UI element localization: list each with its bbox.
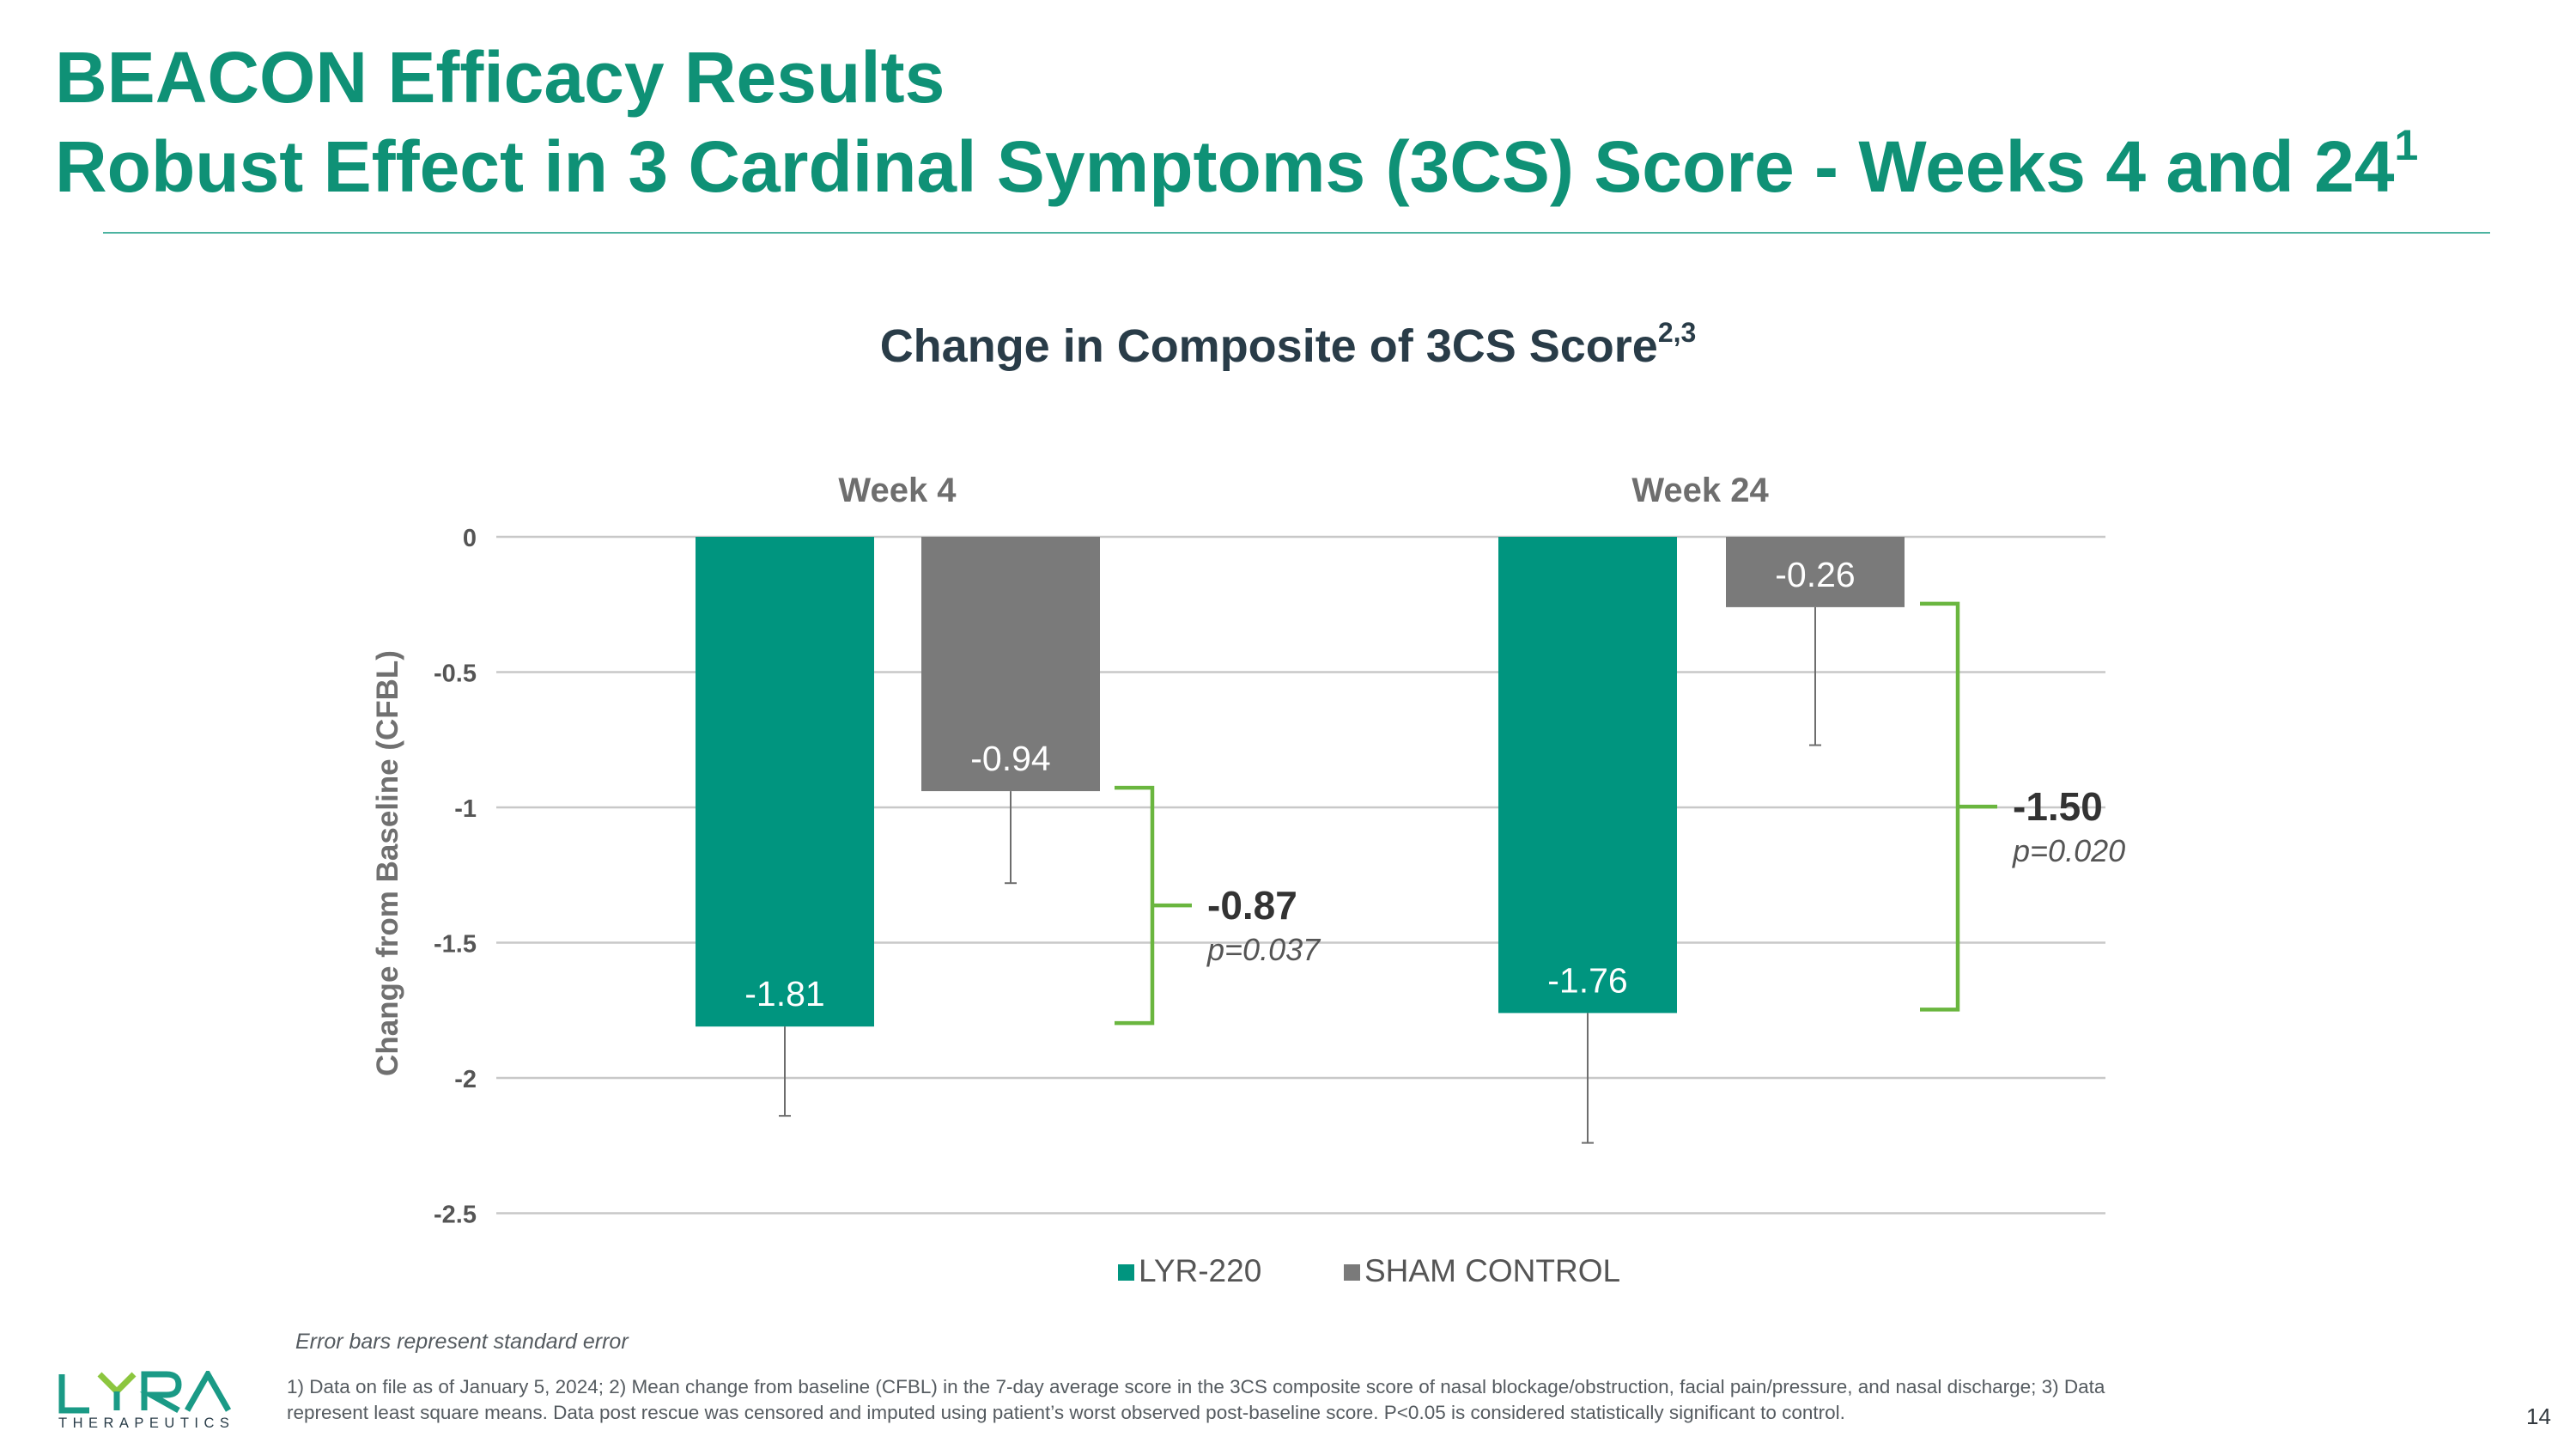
difference-annotations: -0.87 p=0.037 -1.50 p=0.020 xyxy=(1115,601,2125,1026)
page-number: 14 xyxy=(2526,1403,2551,1429)
y-tick-label: -0.5 xyxy=(434,661,477,688)
legend: LYR-220 SHAM CONTROL xyxy=(1118,1253,1620,1288)
data-label: -0.26 xyxy=(1775,555,1855,594)
chart-title-footnote-ref: 2,3 xyxy=(1657,317,1697,348)
p-value: p=0.020 xyxy=(2012,833,2125,868)
y-tick-label: -1.5 xyxy=(434,931,477,959)
bar xyxy=(1498,537,1677,1014)
error-bars xyxy=(779,606,1821,1144)
logo-subtitle: THERAPEUTICS xyxy=(58,1416,235,1431)
data-label: -1.76 xyxy=(1547,960,1627,1000)
data-labels: -1.81 -1.76 -0.94 -0.26 xyxy=(744,555,1855,1014)
legend-swatch xyxy=(1344,1264,1360,1281)
chart-title-text: Change in Composite of 3CS Score xyxy=(879,320,1658,372)
category-label: Week 4 xyxy=(838,472,957,509)
title-footnote-ref: 1 xyxy=(2394,121,2419,169)
category-labels: Week 4 Week 24 xyxy=(838,472,1769,509)
lyra-wordmark-logo xyxy=(58,1371,232,1414)
difference-value: -0.87 xyxy=(1207,883,1297,928)
y-tick-label: -2.5 xyxy=(434,1202,477,1229)
y-axis-ticks: 0 -0.5 -1 -1.5 -2 -2.5 xyxy=(434,525,477,1229)
difference-value: -1.50 xyxy=(2013,784,2103,829)
title-divider xyxy=(103,232,2490,234)
footnotes: 1) Data on file as of January 5, 2024; 2… xyxy=(287,1376,2105,1423)
bar xyxy=(696,537,874,1027)
title-line-2: Robust Effect in 3 Cardinal Symptoms (3C… xyxy=(55,126,2395,207)
y-tick-label: -1 xyxy=(454,795,477,823)
legend-swatch xyxy=(1118,1264,1134,1281)
legend-label: LYR-220 xyxy=(1139,1253,1261,1288)
lyra-logo: THERAPEUTICS xyxy=(58,1371,239,1432)
chart-title: Change in Composite of 3CS Score2,3 xyxy=(0,317,2576,373)
data-label: -0.94 xyxy=(970,739,1050,778)
error-bar-note: Error bars represent standard error xyxy=(295,1330,629,1354)
y-tick-label: -2 xyxy=(454,1066,477,1093)
slide-title: BEACON Efficacy Results Robust Effect in… xyxy=(55,33,2418,211)
y-tick-label: 0 xyxy=(463,525,477,552)
y-axis-label: Change from Baseline (CFBL) xyxy=(371,650,404,1076)
title-line-1: BEACON Efficacy Results xyxy=(55,37,945,118)
category-label: Week 24 xyxy=(1631,472,1769,509)
bar xyxy=(1726,537,1905,607)
bars xyxy=(696,537,1905,1027)
p-value: p=0.037 xyxy=(1206,932,1321,967)
bracket xyxy=(1115,785,1155,1026)
bar xyxy=(921,537,1100,792)
data-label: -1.81 xyxy=(744,974,824,1014)
legend-label: SHAM CONTROL xyxy=(1364,1253,1620,1288)
